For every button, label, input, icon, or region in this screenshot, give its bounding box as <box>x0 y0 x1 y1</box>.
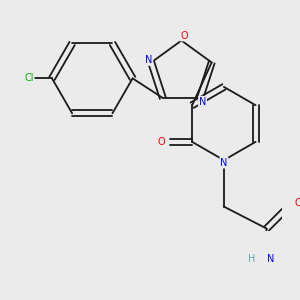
Text: O: O <box>295 198 300 208</box>
Text: O: O <box>158 137 165 147</box>
Text: N: N <box>145 55 152 65</box>
Text: N: N <box>267 254 274 264</box>
Text: N: N <box>220 158 228 168</box>
Text: O: O <box>180 31 188 40</box>
Text: H: H <box>248 254 256 264</box>
Text: Cl: Cl <box>24 74 34 83</box>
Text: N: N <box>199 97 206 106</box>
